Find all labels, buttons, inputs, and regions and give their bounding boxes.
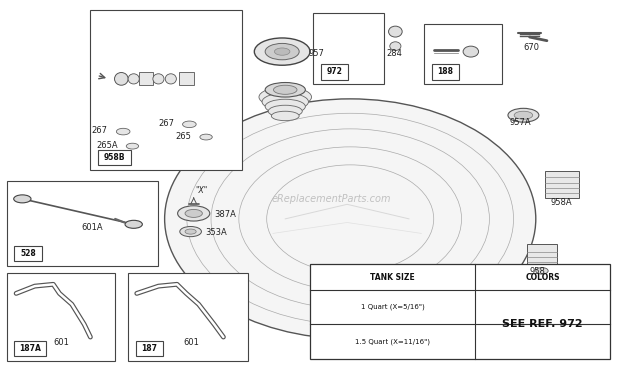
Ellipse shape bbox=[536, 268, 548, 274]
Text: 284: 284 bbox=[386, 49, 402, 58]
Ellipse shape bbox=[128, 74, 140, 84]
Bar bbox=[14, 341, 46, 356]
Bar bbox=[179, 72, 193, 85]
Text: 957A: 957A bbox=[509, 118, 531, 127]
Text: 670: 670 bbox=[523, 43, 539, 53]
Bar bbox=[99, 150, 131, 165]
Text: "X": "X" bbox=[195, 186, 208, 195]
Ellipse shape bbox=[117, 128, 130, 135]
Bar bbox=[545, 171, 579, 198]
Ellipse shape bbox=[390, 42, 401, 50]
Ellipse shape bbox=[265, 99, 306, 114]
Ellipse shape bbox=[265, 82, 306, 97]
Text: 958A: 958A bbox=[550, 198, 572, 207]
Ellipse shape bbox=[126, 143, 139, 149]
Text: 353A: 353A bbox=[205, 228, 226, 237]
Ellipse shape bbox=[185, 210, 202, 218]
Ellipse shape bbox=[275, 48, 290, 55]
Ellipse shape bbox=[463, 46, 479, 57]
Text: 265: 265 bbox=[175, 132, 191, 141]
Text: 958: 958 bbox=[529, 267, 546, 276]
Bar bbox=[14, 246, 42, 261]
Bar bbox=[310, 264, 610, 359]
Ellipse shape bbox=[180, 227, 202, 237]
Ellipse shape bbox=[273, 85, 297, 94]
Ellipse shape bbox=[265, 43, 299, 60]
Ellipse shape bbox=[272, 111, 299, 121]
Ellipse shape bbox=[115, 73, 128, 85]
Ellipse shape bbox=[166, 74, 176, 84]
Text: 1 Quart (X=5/16"): 1 Quart (X=5/16") bbox=[361, 304, 424, 310]
Text: 187A: 187A bbox=[19, 344, 42, 353]
Ellipse shape bbox=[177, 206, 210, 221]
Ellipse shape bbox=[165, 99, 536, 339]
Ellipse shape bbox=[254, 38, 310, 65]
Text: 1.5 Quart (X=11/16"): 1.5 Quart (X=11/16") bbox=[355, 338, 430, 345]
Bar bbox=[91, 10, 242, 170]
Text: 972: 972 bbox=[326, 68, 342, 76]
Text: COLORS: COLORS bbox=[525, 273, 560, 281]
Text: 187: 187 bbox=[141, 344, 157, 353]
Bar bbox=[432, 64, 459, 80]
Ellipse shape bbox=[389, 26, 402, 37]
Text: eReplacementParts.com: eReplacementParts.com bbox=[272, 194, 391, 204]
Text: 265A: 265A bbox=[97, 141, 118, 150]
Bar bbox=[313, 14, 384, 84]
Ellipse shape bbox=[185, 229, 196, 234]
Ellipse shape bbox=[182, 121, 196, 128]
Text: 267: 267 bbox=[91, 126, 107, 135]
Ellipse shape bbox=[268, 105, 303, 117]
Text: TANK SIZE: TANK SIZE bbox=[370, 273, 415, 281]
Ellipse shape bbox=[14, 195, 31, 203]
Bar bbox=[321, 64, 348, 80]
Text: 188: 188 bbox=[438, 68, 453, 76]
Text: 601: 601 bbox=[183, 338, 199, 347]
Text: 601: 601 bbox=[53, 338, 69, 347]
Text: 267: 267 bbox=[158, 119, 174, 128]
Text: 957: 957 bbox=[308, 49, 324, 58]
Ellipse shape bbox=[125, 220, 143, 228]
Text: 528: 528 bbox=[20, 249, 36, 258]
Ellipse shape bbox=[514, 111, 533, 119]
Bar bbox=[425, 24, 502, 84]
Ellipse shape bbox=[262, 93, 309, 111]
Bar bbox=[139, 72, 154, 85]
Text: 387A: 387A bbox=[214, 210, 236, 219]
Bar bbox=[7, 181, 159, 266]
Ellipse shape bbox=[200, 134, 212, 140]
Ellipse shape bbox=[153, 74, 164, 84]
Bar bbox=[136, 341, 163, 356]
Text: SEE REF. 972: SEE REF. 972 bbox=[502, 319, 583, 329]
Bar bbox=[7, 273, 115, 361]
Text: 601A: 601A bbox=[81, 223, 103, 233]
Bar bbox=[128, 273, 248, 361]
Bar bbox=[526, 244, 557, 268]
Text: 958B: 958B bbox=[104, 153, 125, 162]
Ellipse shape bbox=[259, 87, 311, 107]
Ellipse shape bbox=[508, 108, 539, 122]
